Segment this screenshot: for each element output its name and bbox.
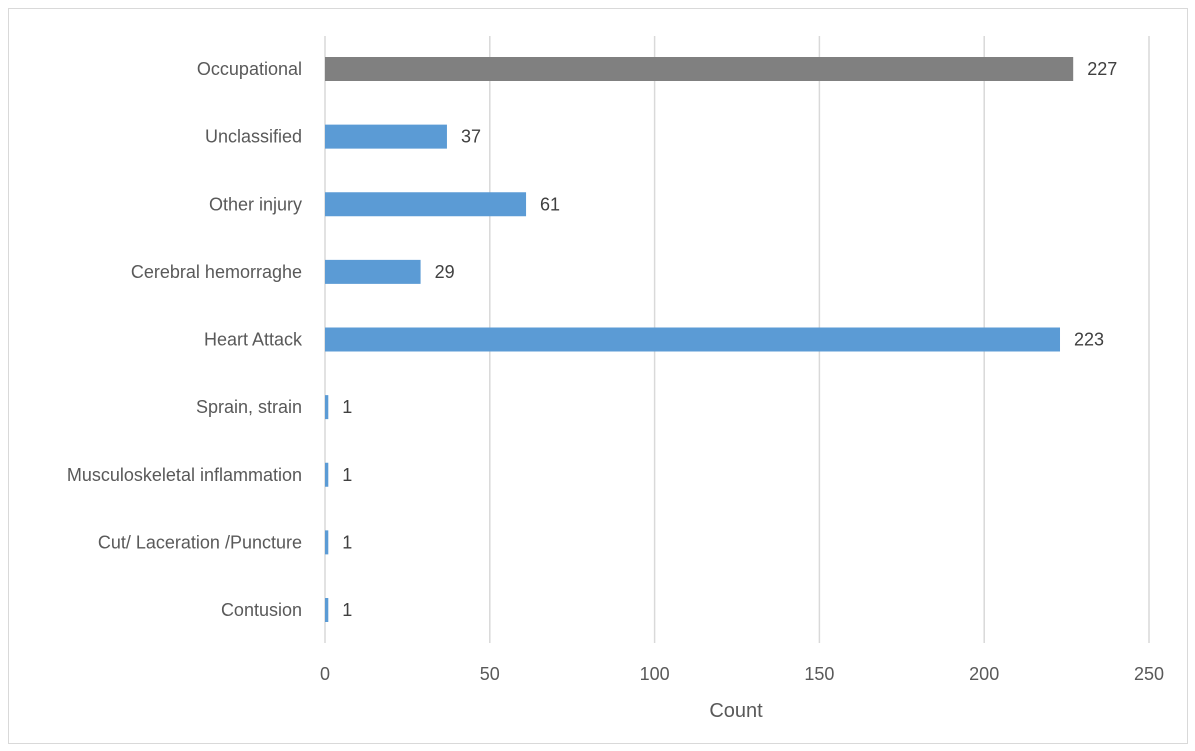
data-label: 1 <box>342 397 352 417</box>
x-axis-title: Count <box>709 700 763 722</box>
bar <box>325 462 329 487</box>
x-tick-label: 100 <box>640 664 670 684</box>
data-labels: 227 37 61 29 223 1 1 1 1 <box>342 59 1117 620</box>
x-axis-ticks: 0 50 100 150 200 250 <box>320 664 1164 684</box>
category-label: Cerebral hemorraghe <box>131 262 302 282</box>
category-labels: Occupational Unclassified Other injury Cere… <box>67 59 303 620</box>
x-tick-label: 0 <box>320 664 330 684</box>
data-label: 1 <box>342 600 352 620</box>
bar <box>325 598 329 622</box>
bar <box>325 192 527 217</box>
category-label: Cut/ Laceration /Puncture <box>98 532 302 552</box>
bar <box>325 57 1074 81</box>
data-label: 227 <box>1087 59 1117 79</box>
data-label: 223 <box>1074 330 1104 350</box>
x-tick-label: 250 <box>1134 664 1164 684</box>
category-label: Contusion <box>221 600 302 620</box>
bar <box>325 259 421 284</box>
category-label: Unclassified <box>205 127 302 147</box>
x-tick-label: 150 <box>804 664 834 684</box>
category-label: Sprain, strain <box>196 397 302 417</box>
data-label: 37 <box>461 127 481 147</box>
x-tick-label: 200 <box>969 664 999 684</box>
chart-frame <box>8 8 1188 744</box>
bars <box>325 57 1074 622</box>
category-label: Other injury <box>209 194 302 214</box>
category-label: Heart Attack <box>204 330 303 350</box>
bar <box>325 530 329 555</box>
bar <box>325 124 447 149</box>
category-label: Musculoskeletal inflammation <box>67 465 302 485</box>
bar <box>325 327 1061 352</box>
data-label: 1 <box>342 465 352 485</box>
x-tick-label: 50 <box>480 664 500 684</box>
data-label: 61 <box>540 194 560 214</box>
category-label: Occupational <box>197 59 302 79</box>
bar <box>325 395 329 420</box>
data-label: 29 <box>435 262 455 282</box>
data-label: 1 <box>342 532 352 552</box>
